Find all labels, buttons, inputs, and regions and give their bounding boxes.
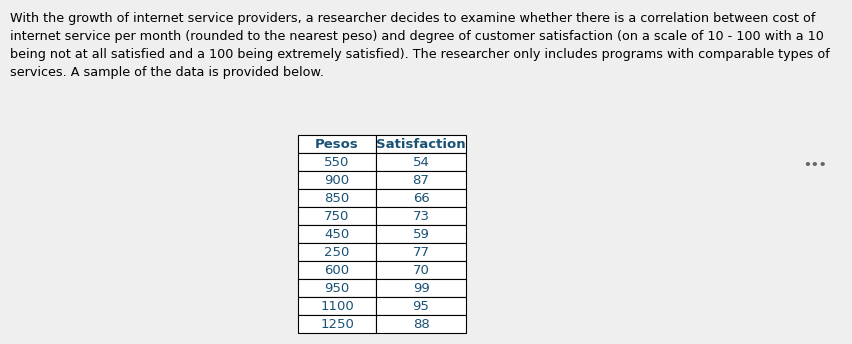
Text: 1100: 1100 bbox=[320, 300, 354, 312]
Text: 750: 750 bbox=[325, 209, 349, 223]
Bar bbox=[376, 243, 466, 261]
Bar bbox=[376, 153, 466, 171]
Bar bbox=[298, 135, 376, 153]
Bar bbox=[376, 315, 466, 333]
Bar bbox=[376, 261, 466, 279]
Text: 73: 73 bbox=[412, 209, 429, 223]
Text: internet service per month (rounded to the nearest peso) and degree of customer : internet service per month (rounded to t… bbox=[10, 30, 824, 43]
Text: Satisfaction: Satisfaction bbox=[377, 138, 466, 151]
Text: With the growth of internet service providers, a researcher decides to examine w: With the growth of internet service prov… bbox=[10, 12, 815, 25]
Bar bbox=[376, 279, 466, 297]
Bar bbox=[298, 297, 376, 315]
Bar bbox=[376, 135, 466, 153]
Text: 450: 450 bbox=[325, 227, 349, 240]
Bar bbox=[298, 243, 376, 261]
Bar bbox=[298, 279, 376, 297]
Text: 59: 59 bbox=[412, 227, 429, 240]
Text: 70: 70 bbox=[412, 264, 429, 277]
Text: Pesos: Pesos bbox=[315, 138, 359, 151]
Bar bbox=[376, 171, 466, 189]
Text: 77: 77 bbox=[412, 246, 429, 258]
Text: 88: 88 bbox=[412, 318, 429, 331]
Text: 87: 87 bbox=[412, 173, 429, 186]
Bar bbox=[298, 189, 376, 207]
Text: 900: 900 bbox=[325, 173, 349, 186]
Text: 850: 850 bbox=[325, 192, 349, 204]
Bar bbox=[298, 261, 376, 279]
Text: 1250: 1250 bbox=[320, 318, 354, 331]
Bar bbox=[298, 225, 376, 243]
Text: •••: ••• bbox=[803, 159, 826, 172]
Text: 54: 54 bbox=[412, 155, 429, 169]
Text: 250: 250 bbox=[325, 246, 349, 258]
Bar bbox=[376, 225, 466, 243]
Bar bbox=[298, 207, 376, 225]
Bar bbox=[298, 153, 376, 171]
Text: being not at all satisfied and a 100 being extremely satisfied). The researcher : being not at all satisfied and a 100 bei… bbox=[10, 48, 830, 61]
Text: 66: 66 bbox=[412, 192, 429, 204]
Bar bbox=[298, 171, 376, 189]
Text: 950: 950 bbox=[325, 281, 349, 294]
Bar bbox=[376, 189, 466, 207]
Bar bbox=[298, 315, 376, 333]
Text: services. A sample of the data is provided below.: services. A sample of the data is provid… bbox=[10, 66, 324, 79]
Bar bbox=[376, 207, 466, 225]
Text: 600: 600 bbox=[325, 264, 349, 277]
Text: 550: 550 bbox=[325, 155, 349, 169]
Text: 95: 95 bbox=[412, 300, 429, 312]
Text: 99: 99 bbox=[412, 281, 429, 294]
Bar bbox=[376, 297, 466, 315]
